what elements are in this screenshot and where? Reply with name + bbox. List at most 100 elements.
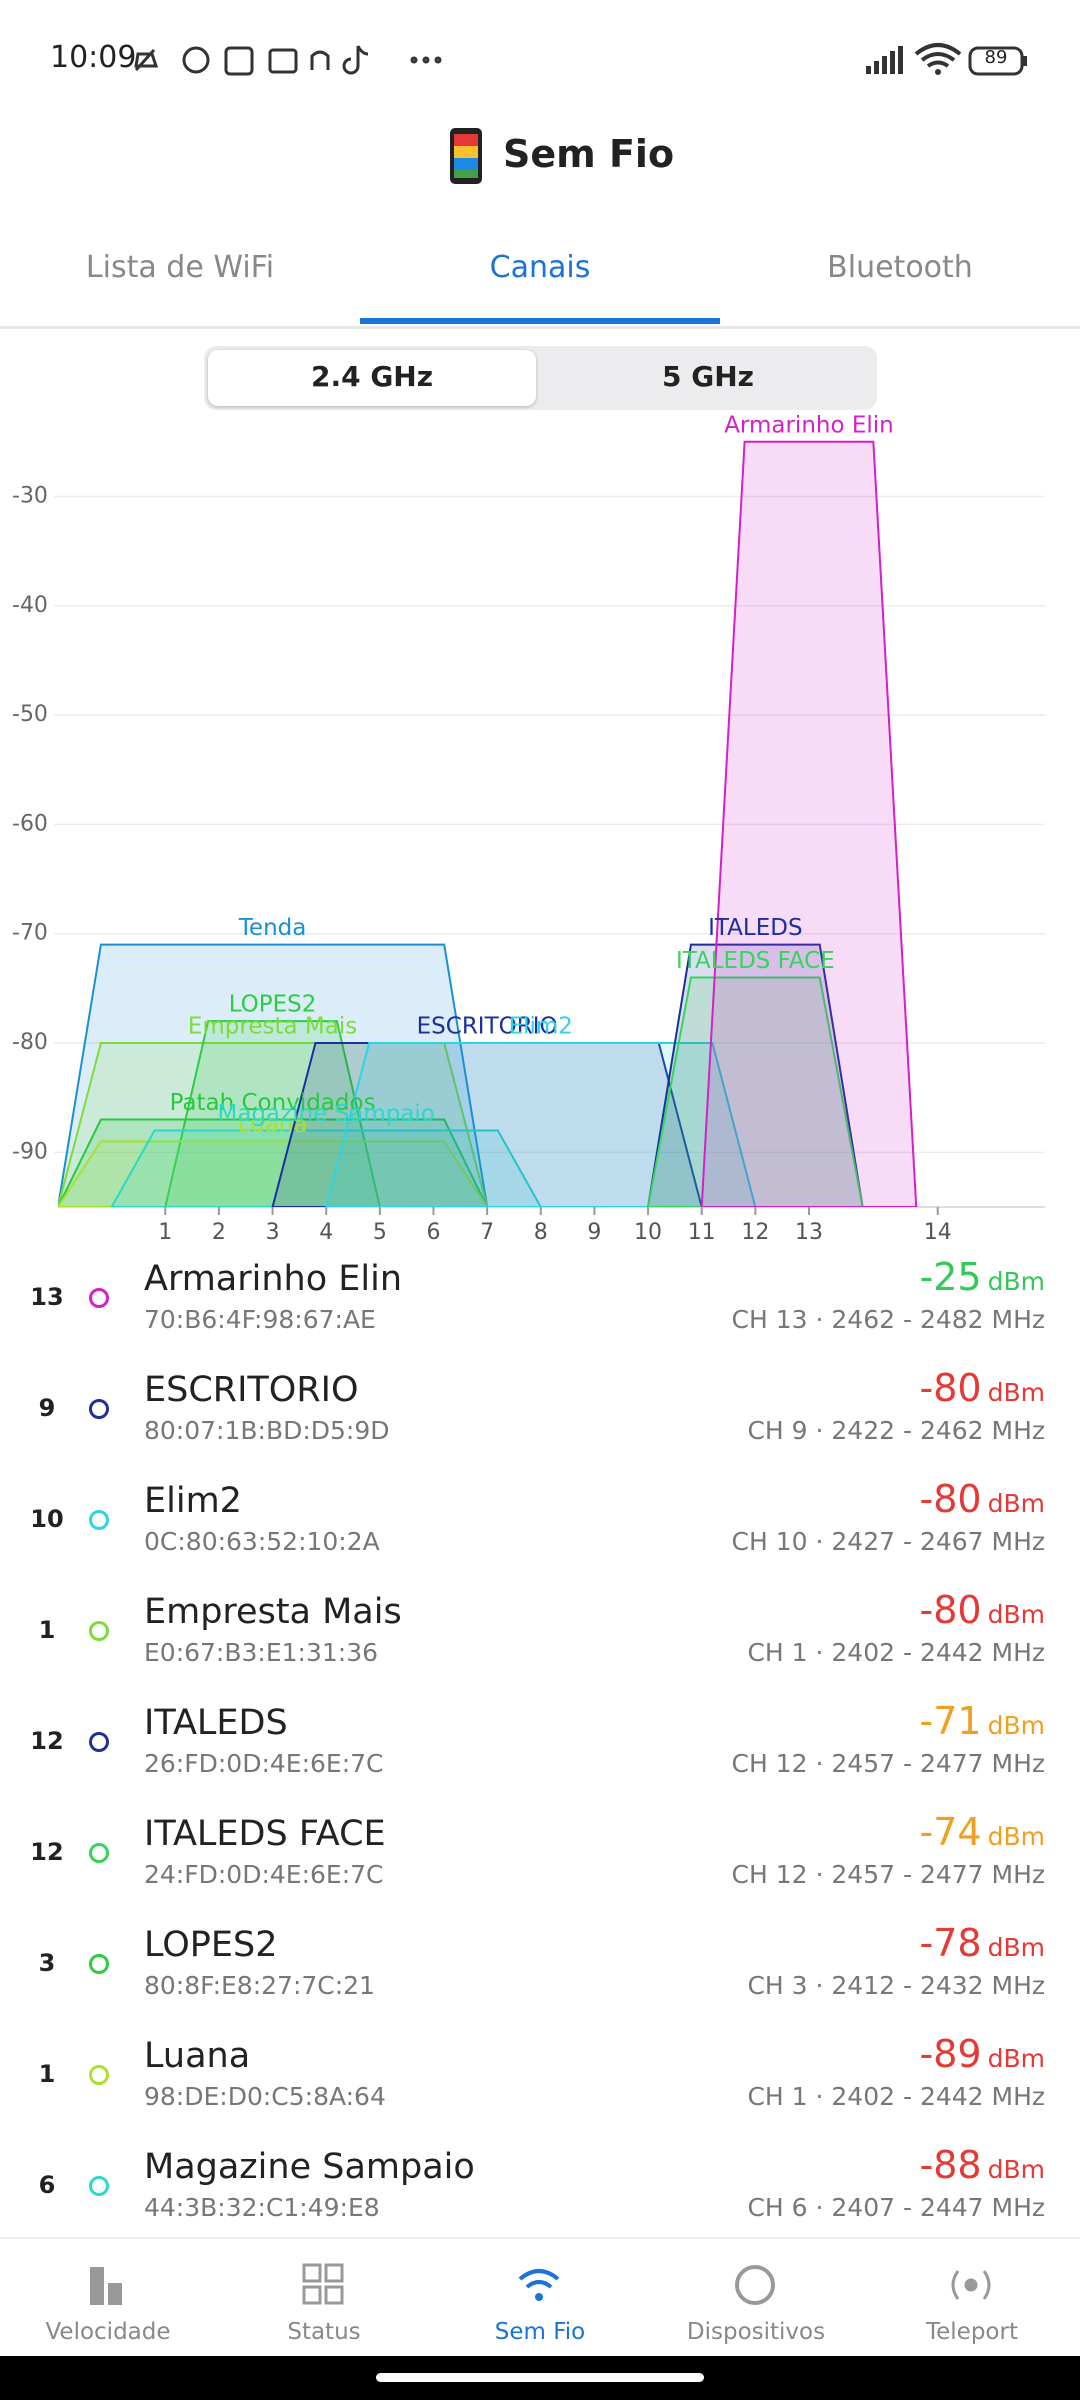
signal-trapezoid — [110, 1129, 542, 1207]
toggle-option[interactable]: 2.4 GHz — [310, 360, 434, 393]
network-row[interactable]: 12 ITALEDS 26:FD:0D:4E:6E:7C -71 dBm CH 12 · … — [0, 1699, 1080, 1810]
bottom-nav: Velocidade Status Sem Fio Dispositivos Telep… — [0, 2237, 1080, 2358]
network-color-dot — [89, 1288, 109, 1308]
tab[interactable]: Bluetooth — [827, 250, 973, 285]
x-tick-label: 14 — [924, 1220, 952, 1245]
nav-item[interactable]: Dispositivos — [648, 2239, 864, 2356]
mac-address: 80:07:1B:BD:D5:9D — [144, 1416, 390, 1445]
y-tick-label: -70 — [12, 921, 48, 946]
toggle-option[interactable]: 5 GHz — [662, 360, 754, 393]
signal-value: -80 — [919, 1588, 982, 1632]
tab[interactable]: Lista de WiFi — [85, 250, 275, 285]
series-label: Armarinho Elin — [724, 412, 894, 438]
signal-trapezoid — [325, 1042, 757, 1207]
mac-address: 98:DE:D0:C5:8A:64 — [144, 2082, 386, 2111]
network-row[interactable]: 12 ITALEDS FACE 24:FD:0D:4E:6E:7C -74 dBm CH … — [0, 1810, 1080, 1921]
channel-info: CH 6 · 2407 - 2447 MHz — [747, 2193, 1045, 2222]
x-tick-label: 6 — [426, 1220, 440, 1245]
battery-level: 89 — [984, 47, 1008, 68]
toggle-selected — [208, 350, 536, 406]
network-row[interactable]: 1 Empresta Mais E0:67:B3:E1:31:36 -80 dBm CH … — [0, 1588, 1080, 1699]
x-tick-label: 5 — [373, 1220, 387, 1245]
channel-info: CH 1 · 2402 - 2442 MHz — [747, 1638, 1045, 1667]
nav-icon — [735, 2265, 775, 2305]
nav-label: Sem Fio — [494, 2319, 586, 2345]
y-tick-label: -40 — [12, 593, 48, 618]
network-name: Magazine Sampaio — [144, 2147, 475, 2187]
signal-unit: dBm — [987, 2044, 1045, 2073]
network-row[interactable]: 1 Luana 98:DE:D0:C5:8A:64 -89 dBm CH 1 · 2402… — [0, 2032, 1080, 2143]
signal-unit: dBm — [987, 1711, 1045, 1740]
nav-icon — [518, 2269, 560, 2301]
signal-value: -78 — [919, 1921, 982, 1965]
x-tick-label: 12 — [741, 1220, 769, 1245]
signal-unit: dBm — [987, 1378, 1045, 1407]
network-list: 13 Armarinho Elin 70:B6:4F:98:67:AE -25 dBm C… — [0, 1255, 1080, 2255]
x-tick-label: 10 — [634, 1220, 662, 1245]
channel-number: 12 — [30, 1727, 64, 1755]
network-row[interactable]: 6 Magazine Sampaio 44:3B:32:C1:49:E8 -88 dBm… — [0, 2143, 1080, 2254]
x-tick-label: 2 — [212, 1220, 226, 1245]
signal-unit: dBm — [987, 1822, 1045, 1851]
nav-label: Dispositivos — [686, 2319, 826, 2345]
signal-value: -74 — [919, 1810, 982, 1854]
app-icon — [450, 128, 482, 184]
nav-icon — [951, 2270, 991, 2300]
tab-bar: Lista de WiFi Canais Bluetooth — [0, 240, 1080, 326]
signal-strength: -80 dBm — [920, 1366, 1045, 1410]
nav-label: Teleport — [926, 2319, 1018, 2345]
network-row[interactable]: 13 Armarinho Elin 70:B6:4F:98:67:AE -25 dBm C… — [0, 1255, 1080, 1366]
signal-strength: -80 dBm — [920, 1477, 1045, 1521]
signal-trapezoid — [164, 1020, 381, 1207]
network-name: LOPES2 — [144, 1925, 278, 1965]
signal-strength: -74 dBm — [920, 1810, 1045, 1854]
network-name: ESCRITORIO — [144, 1370, 359, 1410]
channel-info: CH 12 · 2457 - 2477 MHz — [731, 1749, 1045, 1778]
channel-number: 13 — [30, 1283, 64, 1311]
network-name: ITALEDS — [144, 1703, 288, 1743]
network-color-dot — [89, 1621, 109, 1641]
y-tick-label: -90 — [12, 1139, 48, 1164]
signal-strength: -89 dBm — [920, 2032, 1045, 2076]
series-label: Magazine Sampaio — [218, 1101, 435, 1127]
signal-trapezoid — [647, 943, 864, 1207]
nav-item[interactable]: Teleport — [864, 2239, 1080, 2356]
channel-chart: -30-40-50-60-70-80-901 2 3 4 5 6 7 8 9 10 11 12 13 14… — [12, 412, 1045, 1245]
signal-unit: dBm — [987, 2155, 1045, 2184]
network-color-dot — [89, 1732, 109, 1752]
x-tick-label: 11 — [688, 1220, 716, 1245]
tab[interactable]: Canais — [489, 250, 591, 285]
channel-number: 1 — [38, 1616, 56, 1644]
channel-info: CH 9 · 2422 - 2462 MHz — [747, 1416, 1045, 1445]
network-color-dot — [89, 2176, 109, 2196]
signal-strength: -25 dBm — [920, 1255, 1045, 1299]
signal-value: -88 — [919, 2143, 982, 2187]
nav-item[interactable]: Sem Fio — [432, 2239, 648, 2356]
status-time: 10:09 — [50, 40, 137, 75]
x-tick-label: 8 — [534, 1220, 548, 1245]
y-tick-label: -80 — [12, 1030, 48, 1055]
series-label: Patah Convidados — [170, 1090, 376, 1116]
network-color-dot — [89, 1510, 109, 1530]
y-tick-label: -60 — [12, 811, 48, 836]
system-bar — [0, 2356, 1080, 2400]
nav-item[interactable]: Status — [216, 2239, 432, 2356]
network-row[interactable]: 10 Elim2 0C:80:63:52:10:2A -80 dBm CH 10 · 24… — [0, 1477, 1080, 1588]
band-toggle: 2.4 GHz 5 GHz — [204, 346, 877, 410]
x-tick-label: 4 — [319, 1220, 333, 1245]
x-tick-label: 3 — [266, 1220, 280, 1245]
nav-item[interactable]: Velocidade — [0, 2239, 216, 2356]
series-label: Luana — [238, 1112, 308, 1138]
network-row[interactable]: 9 ESCRITORIO 80:07:1B:BD:D5:9D -80 dBm CH 9 ·… — [0, 1366, 1080, 1477]
nav-label: Velocidade — [45, 2319, 171, 2345]
signal-trapezoid — [647, 976, 864, 1207]
channel-info: CH 10 · 2427 - 2467 MHz — [731, 1527, 1045, 1556]
network-color-dot — [89, 2065, 109, 2085]
signal-value: -25 — [919, 1255, 982, 1299]
signal-strength: -88 dBm — [920, 2143, 1045, 2187]
series-label: ITALEDS FACE — [676, 948, 835, 974]
network-row[interactable]: 3 LOPES2 80:8F:E8:27:7C:21 -78 dBm CH 3 · 241… — [0, 1921, 1080, 2032]
series-label: LOPES2 — [229, 992, 317, 1018]
signal-value: -80 — [919, 1366, 982, 1410]
